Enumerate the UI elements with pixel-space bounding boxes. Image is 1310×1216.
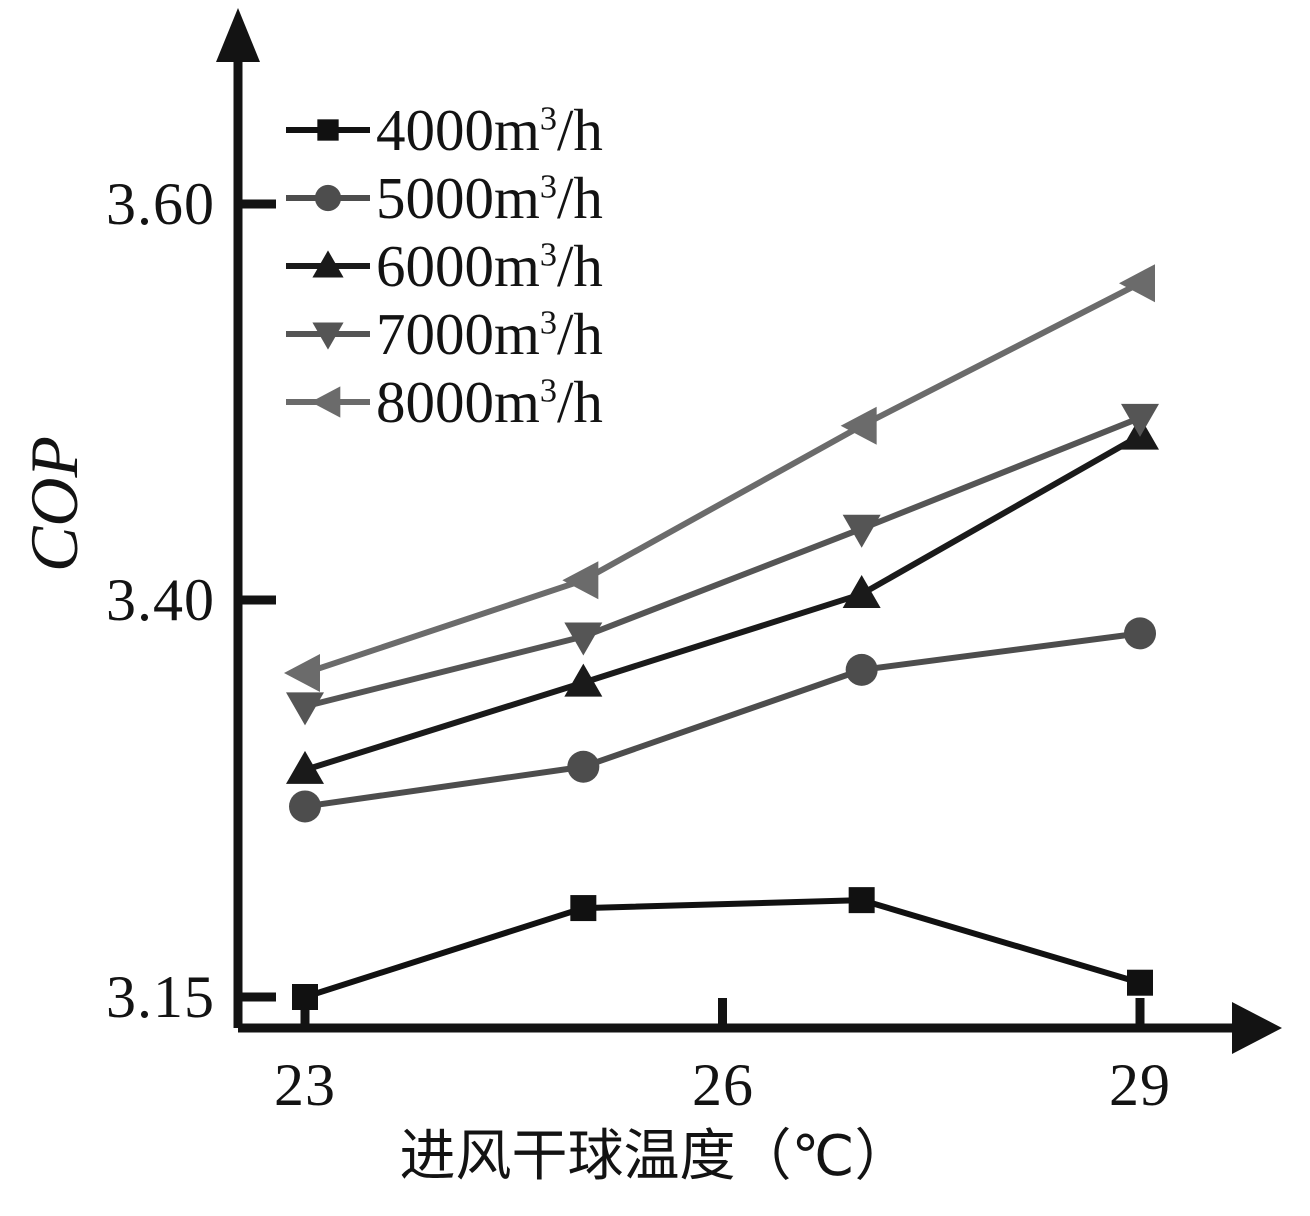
- series-line: [302, 280, 1143, 677]
- y-tick-label-340: 3.40: [106, 567, 215, 633]
- data-point: [564, 663, 603, 697]
- data-point: [1127, 969, 1153, 996]
- data-point: [562, 561, 599, 600]
- legend-label-7000: 7000m3/h: [376, 300, 603, 367]
- data-point: [286, 750, 324, 784]
- legend-label-5000: 5000m3/h: [376, 164, 603, 231]
- data-point: [1121, 403, 1159, 437]
- data-point: [842, 514, 881, 548]
- legend-item-7000: 7000m3/h: [286, 300, 603, 368]
- legend-item-4000: 4000m3/h: [286, 96, 603, 164]
- series-4000: [292, 887, 1153, 1010]
- series-6000: [286, 416, 1159, 784]
- legend-label-8000: 8000m3/h: [376, 368, 603, 435]
- legend-label-6000: 6000m3/h: [376, 232, 603, 299]
- data-point: [284, 654, 320, 693]
- series-7000: [286, 403, 1159, 726]
- series-line: [302, 630, 1143, 810]
- series-line: [302, 897, 1143, 1000]
- series-line: [302, 432, 1143, 773]
- legend-label-4000: 4000m3/h: [376, 96, 603, 163]
- series-8000: [284, 264, 1155, 693]
- triangle-down-marker-icon: [286, 314, 370, 354]
- data-point: [840, 406, 877, 445]
- y-axis-title: COP: [16, 436, 92, 572]
- triangle-left-marker-icon: [286, 382, 370, 422]
- data-point: [842, 575, 881, 609]
- data-point: [1119, 264, 1155, 303]
- series-line: [302, 414, 1143, 710]
- legend-item-5000: 5000m3/h: [286, 164, 603, 232]
- data-point: [570, 895, 597, 922]
- y-tick-label-360: 3.60: [106, 171, 215, 237]
- legend-item-8000: 8000m3/h: [286, 368, 603, 436]
- circle-marker-icon: [286, 178, 370, 218]
- y-axis-ticks: [238, 199, 276, 1002]
- square-marker-icon: [286, 110, 370, 150]
- legend-item-6000: 6000m3/h: [286, 232, 603, 300]
- x-tick-label-26: 26: [692, 1052, 754, 1118]
- data-point: [567, 750, 600, 783]
- series-5000: [289, 617, 1156, 823]
- x-tick-label-29: 29: [1109, 1052, 1171, 1118]
- x-tick-label-23: 23: [274, 1052, 336, 1118]
- x-axis-title: 进风干球温度（℃）: [399, 1124, 911, 1187]
- legend: 4000m3/h 5000m3/h 6000m3/h 7000m3/h 8000…: [286, 96, 603, 436]
- data-point: [845, 653, 878, 686]
- data-point: [1124, 617, 1156, 650]
- data-point: [564, 622, 603, 656]
- data-point: [289, 790, 321, 823]
- data-point: [292, 984, 318, 1010]
- data-point: [848, 887, 875, 914]
- triangle-up-marker-icon: [286, 246, 370, 286]
- data-point: [286, 692, 324, 726]
- y-tick-label-315: 3.15: [106, 964, 215, 1030]
